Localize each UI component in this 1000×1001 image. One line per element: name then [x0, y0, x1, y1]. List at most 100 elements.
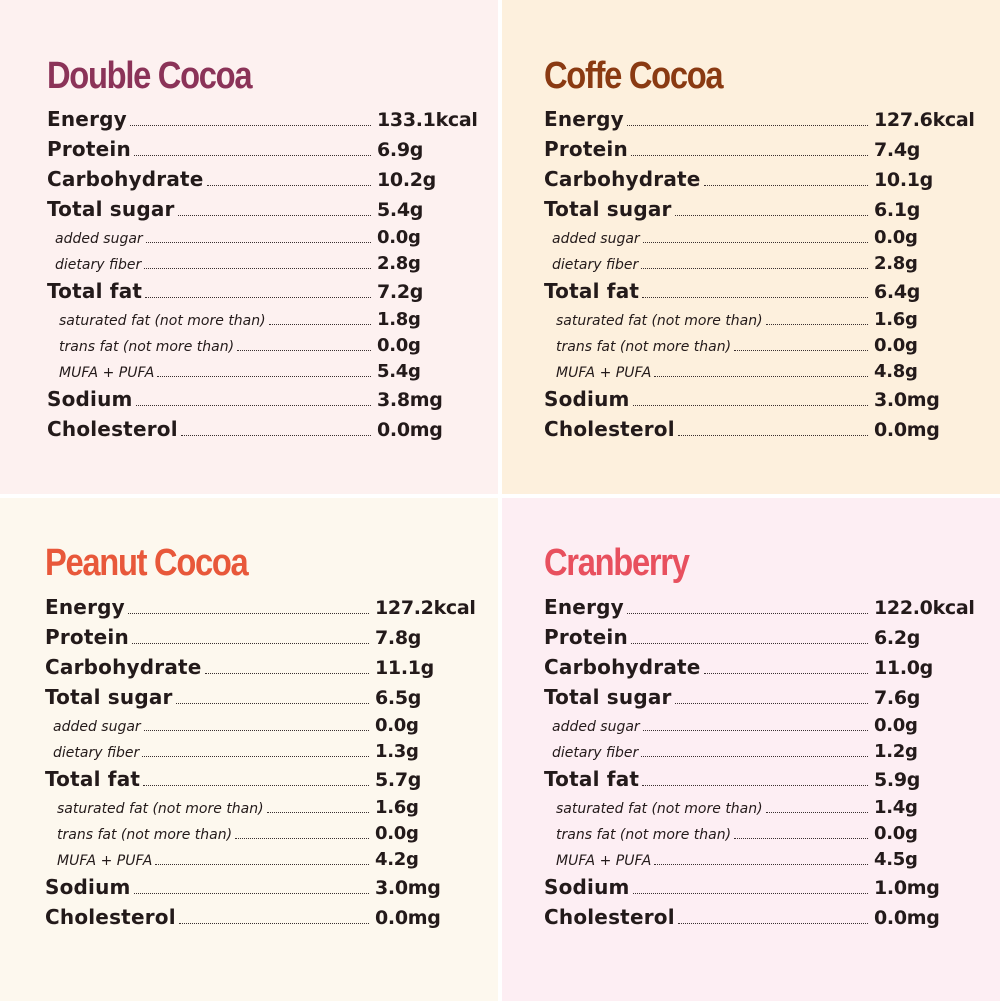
nutrient-value: 1.2g — [874, 741, 918, 762]
nutrient-value: 7.8g — [375, 627, 422, 649]
nutrition-row: Carbohydrate 10.2g — [47, 167, 467, 197]
nutrient-value: 2.8g — [874, 253, 918, 274]
nutrition-row: saturated fat (not more than) 1.4g — [544, 797, 964, 823]
dotted-leader — [626, 124, 868, 126]
dotted-leader — [677, 434, 868, 436]
nutrition-row: Total fat 5.9g — [544, 767, 964, 797]
nutrition-row: added sugar 0.0g — [45, 715, 465, 741]
nutrition-row: Carbohydrate 11.0g — [544, 655, 964, 685]
nutrient-value: 5.9g — [874, 769, 921, 791]
nutrition-row: MUFA + PUFA 4.8g — [544, 361, 964, 387]
nutrition-row: Protein 6.9g — [47, 137, 467, 167]
nutrient-value: 0.0g — [874, 335, 918, 356]
dotted-leader — [175, 702, 369, 704]
nutrient-label: MUFA + PUFA — [57, 853, 153, 869]
nutrition-table: Energy 133.1kcal Protein 6.9g Carbohydrate 10… — [47, 107, 478, 447]
nutrition-row: trans fat (not more than) 0.0g — [544, 335, 964, 361]
nutrition-row: Cholesterol 0.0mg — [47, 417, 467, 447]
nutrition-row: Total sugar 6.5g — [45, 685, 465, 715]
nutrient-label: Protein — [47, 137, 131, 161]
dotted-leader — [180, 434, 371, 436]
dotted-leader — [765, 323, 868, 325]
nutrient-value: 0.0mg — [377, 419, 443, 441]
nutrient-label: saturated fat (not more than) — [57, 801, 264, 817]
nutrient-label: Total fat — [544, 279, 640, 303]
nutrient-label: saturated fat (not more than) — [59, 313, 266, 329]
dotted-leader — [626, 612, 868, 614]
dotted-leader — [133, 892, 369, 894]
dotted-leader — [703, 184, 868, 186]
dotted-leader — [135, 404, 371, 406]
nutrient-value: 7.2g — [377, 281, 424, 303]
panel-peanut-cocoa: Peanut Cocoa Energy 127.2kcal Protein 7.8g Ca… — [0, 498, 498, 1001]
nutrient-label: MUFA + PUFA — [556, 853, 652, 869]
nutrition-row: saturated fat (not more than) 1.6g — [544, 309, 964, 335]
nutrient-label: Carbohydrate — [544, 655, 701, 679]
nutrient-value: 0.0g — [375, 823, 419, 844]
nutrient-value: 1.6g — [874, 309, 918, 330]
dotted-leader — [674, 214, 868, 216]
nutrient-label: Energy — [45, 595, 125, 619]
nutrient-value: 4.8g — [874, 361, 918, 382]
nutrient-label: added sugar — [552, 231, 640, 247]
nutrition-row: MUFA + PUFA 5.4g — [47, 361, 467, 387]
nutrient-label: Total fat — [544, 767, 640, 791]
nutrition-row: Sodium 3.0mg — [544, 387, 964, 417]
dotted-leader — [654, 863, 868, 865]
nutrient-value: 11.1g — [375, 657, 434, 679]
dotted-leader — [632, 404, 868, 406]
nutrition-row: Sodium 3.0mg — [45, 875, 465, 905]
nutrition-row: saturated fat (not more than) 1.8g — [47, 309, 467, 335]
nutrient-value: 1.8g — [377, 309, 421, 330]
nutrient-label: dietary fiber — [552, 745, 639, 761]
nutrition-row: Sodium 1.0mg — [544, 875, 964, 905]
nutrient-label: trans fat (not more than) — [556, 827, 732, 843]
nutrient-value: 4.2g — [375, 849, 419, 870]
nutrient-value: 127.6kcal — [874, 109, 975, 131]
nutrient-label: Carbohydrate — [544, 167, 701, 191]
nutrient-value: 3.0mg — [874, 389, 940, 411]
dotted-leader — [129, 124, 371, 126]
nutrient-value: 6.4g — [874, 281, 921, 303]
nutrition-row: Energy 127.6kcal — [544, 107, 975, 137]
nutrition-row: Energy 127.2kcal — [45, 595, 476, 625]
nutrition-row: Total sugar 7.6g — [544, 685, 964, 715]
nutrient-value: 1.0mg — [874, 877, 940, 899]
dotted-leader — [642, 241, 868, 243]
nutrient-value: 7.6g — [874, 687, 921, 709]
product-title: Double Cocoa — [47, 55, 253, 97]
dotted-leader — [641, 755, 868, 757]
nutrient-label: saturated fat (not more than) — [556, 801, 763, 817]
dotted-leader — [237, 349, 371, 351]
nutrient-label: Total sugar — [544, 197, 672, 221]
dotted-leader — [734, 349, 868, 351]
nutrition-row: Carbohydrate 10.1g — [544, 167, 964, 197]
nutrient-value: 6.5g — [375, 687, 422, 709]
nutrition-row: Cholesterol 0.0mg — [544, 417, 964, 447]
nutrient-value: 1.6g — [375, 797, 419, 818]
dotted-leader — [127, 612, 369, 614]
dotted-leader — [143, 729, 369, 731]
nutrition-row: dietary fiber 1.2g — [544, 741, 964, 767]
nutrient-value: 0.0g — [874, 715, 918, 736]
nutrient-value: 3.0mg — [375, 877, 441, 899]
nutrition-row: Protein 6.2g — [544, 625, 964, 655]
nutrient-value: 1.3g — [375, 741, 419, 762]
nutrition-row: trans fat (not more than) 0.0g — [45, 823, 465, 849]
dotted-leader — [642, 784, 868, 786]
nutrition-row: dietary fiber 2.8g — [47, 253, 467, 279]
nutrient-label: dietary fiber — [53, 745, 140, 761]
nutrient-value: 0.0g — [377, 335, 421, 356]
dotted-leader — [642, 729, 868, 731]
dotted-leader — [145, 296, 371, 298]
dotted-leader — [206, 184, 371, 186]
nutrient-value: 7.4g — [874, 139, 921, 161]
nutrient-label: Energy — [544, 107, 624, 131]
nutrient-value: 5.4g — [377, 199, 424, 221]
nutrient-value: 5.4g — [377, 361, 421, 382]
nutrient-value: 10.2g — [377, 169, 436, 191]
dotted-leader — [765, 811, 868, 813]
nutrient-label: Total fat — [45, 767, 141, 791]
nutrition-table: Energy 122.0kcal Protein 6.2g Carbohydrate 11… — [544, 595, 975, 935]
nutrient-value: 6.2g — [874, 627, 921, 649]
